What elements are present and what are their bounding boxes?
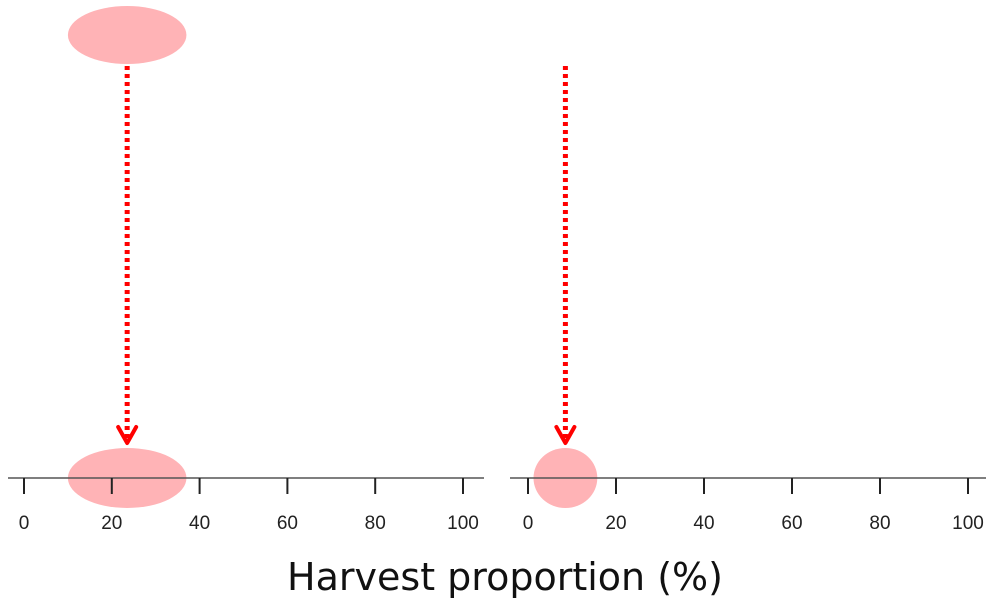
x-tick-label: 40 [189, 513, 210, 534]
x-tick-label: 20 [101, 513, 122, 534]
x-tick-label: 60 [277, 513, 298, 534]
arrow-head [116, 425, 139, 445]
right-panel: 0 20 40 60 80 100 [510, 66, 986, 534]
x-tick-label: 0 [523, 513, 534, 534]
x-tick-label: 100 [952, 513, 984, 534]
x-tick-label: 100 [447, 513, 479, 534]
x-tick-label: 20 [605, 513, 626, 534]
start-estimate-ellipse [67, 6, 187, 64]
left-panel: 0 20 40 60 80 100 [8, 6, 484, 534]
arrow-head [554, 425, 577, 445]
x-tick-label: 60 [781, 513, 802, 534]
x-axis-label: Harvest proportion (%) [287, 555, 723, 599]
x-tick-label: 40 [693, 513, 714, 534]
x-tick-label: 0 [19, 513, 30, 534]
x-tick-label: 80 [365, 513, 386, 534]
x-tick-label: 80 [869, 513, 890, 534]
